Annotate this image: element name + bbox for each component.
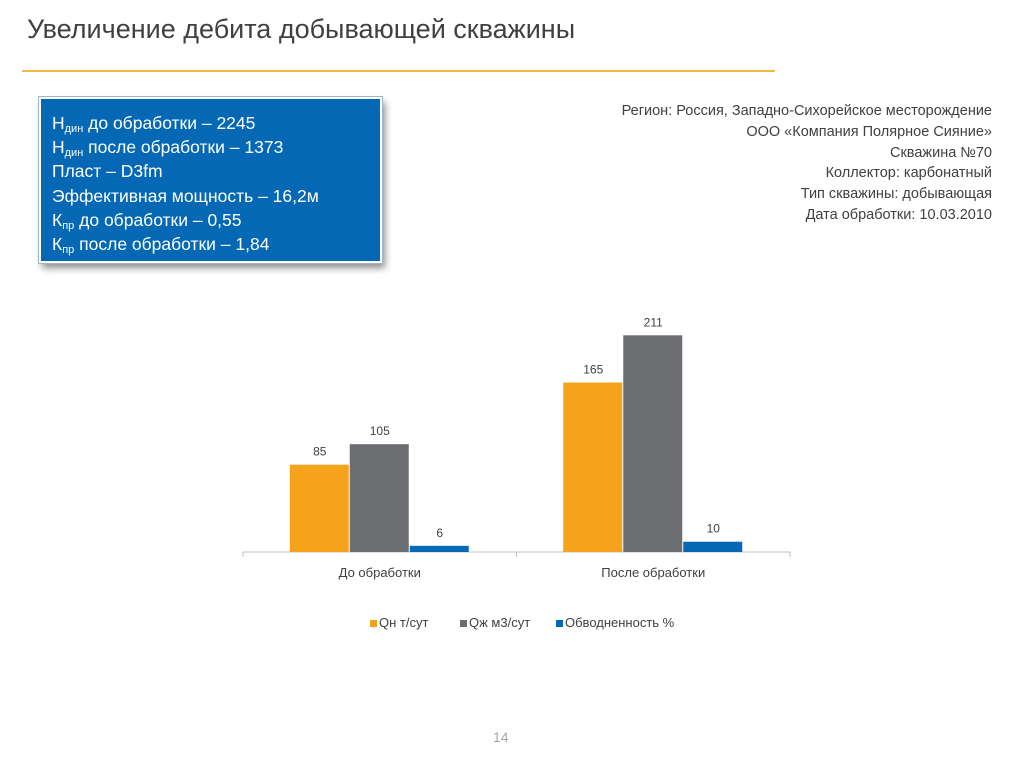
page-number: 14 [493, 729, 509, 745]
info-text: до обработки – 0,55 [74, 209, 242, 230]
bar [409, 545, 469, 552]
bar-data-label: 85 [313, 445, 327, 459]
info-text: до обработки – 2245 [83, 113, 256, 133]
info-line: Кпр после обработки – 1,84 [52, 232, 380, 256]
bar [683, 541, 743, 552]
x-tick-label: После обработки [601, 565, 705, 580]
info-text: после обработки – 1373 [83, 137, 284, 158]
bar-data-label: 105 [370, 424, 390, 438]
info-line: Hдин до обработки – 2245 [52, 111, 380, 135]
info-line: Hдин после обработки – 1373 [52, 135, 380, 159]
bar [289, 464, 349, 552]
bar-data-label: 211 [644, 315, 663, 329]
x-tick-label: До обработки [339, 565, 421, 580]
legend-swatch [460, 620, 467, 627]
meta-region: Регион: Россия, Западно-Сихорейское мест… [621, 103, 992, 119]
bar-data-label: 165 [583, 363, 603, 377]
info-symbol: H [52, 137, 65, 158]
info-text: Пласт – D3fm [52, 161, 163, 182]
bar [623, 335, 683, 552]
legend-entry: Обводненность % [565, 615, 675, 630]
info-line: Эффективная мощность – 16,2м [52, 184, 380, 208]
slide-title: Увеличение дебита добывающей скважины [27, 14, 576, 44]
well-meta-info: Регион: Россия, Западно-Сихорейское мест… [512, 101, 992, 226]
bar-data-label: 6 [436, 526, 443, 540]
legend-swatch [370, 620, 377, 627]
meta-well-number: Скважина №70 [889, 144, 992, 161]
title-underline [22, 70, 775, 72]
well-parameters-box: Hдин до обработки – 2245 Hдин после обра… [39, 97, 382, 263]
info-subscript: пр [62, 244, 75, 257]
meta-reservoir: Коллектор: карбонатный [825, 165, 992, 182]
legend-entry: Qн т/сут [379, 615, 428, 630]
bar [563, 382, 623, 552]
info-subscript: дин [64, 123, 84, 135]
legend-swatch [556, 620, 563, 627]
info-text: после обработки – 1,84 [74, 234, 270, 255]
meta-treatment-date: Дата обработки: 10.03.2010 [805, 206, 992, 223]
info-symbol: К [52, 234, 63, 255]
info-symbol: H [52, 113, 65, 133]
legend-entry: Qж м3/сут [469, 615, 530, 630]
bar-data-label: 10 [707, 522, 721, 536]
meta-well-type: Тип скважины: добывающая [800, 186, 992, 203]
info-line: Кпр до обработки – 0,55 [52, 208, 380, 232]
info-symbol: К [52, 209, 63, 230]
production-bar-chart: 85 105 6 До обработки 165 211 10 После обработк… [242, 315, 791, 630]
info-subscript: пр [62, 219, 75, 232]
info-subscript: дин [64, 147, 84, 160]
info-text: Эффективная мощность – 16,2м [52, 185, 319, 206]
bar [349, 444, 409, 552]
info-line: Пласт – D3fm [52, 159, 380, 183]
meta-company: ООО «Компания Полярное Сияние» [746, 123, 992, 140]
